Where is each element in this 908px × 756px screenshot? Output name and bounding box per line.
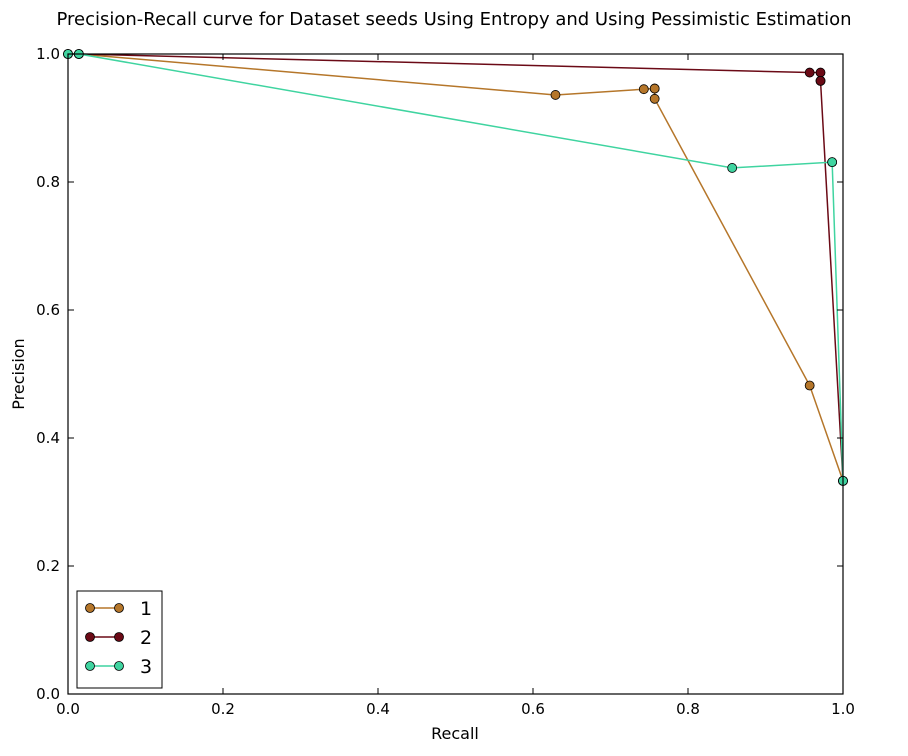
legend-label-3: 3: [140, 656, 152, 678]
x-tick-label-0: 0.0: [56, 700, 80, 718]
legend-marker-right-2: [114, 632, 124, 642]
x-tick-label-4: 0.8: [676, 700, 700, 718]
series-3-point-4: [827, 157, 838, 168]
y-tick-label-1: 0.2: [36, 557, 60, 575]
legend-marker-left-1: [85, 603, 95, 613]
y-tick-label-5: 1.0: [36, 45, 60, 63]
series-3-line: [68, 53, 844, 481]
plot-layer: [63, 49, 848, 486]
legend-marker-left-2: [85, 632, 95, 642]
series-1-point-2: [550, 90, 561, 100]
axes-layer: 0.0 0.2 0.4 0.6 0.8 1.0 0.0 0.2 0.4 0.6 0.8 1.0: [36, 45, 855, 718]
legend-marker-left-3: [85, 661, 95, 671]
x-tick-label-2: 0.4: [366, 700, 390, 718]
series-2-point-5: [815, 75, 826, 86]
legend: 1 2 3: [76, 590, 163, 689]
chart-title: Precision-Recall curve for Dataset seeds…: [56, 9, 851, 30]
legend-label-1: 1: [140, 598, 152, 620]
y-axis-label: Precision: [9, 338, 28, 409]
series-3-point-2: [727, 163, 738, 173]
y-tick-label-4: 0.8: [36, 173, 60, 191]
series-1-line: [68, 53, 844, 482]
x-tick-label-5: 1.0: [831, 700, 855, 718]
y-tick-label-3: 0.6: [36, 301, 60, 319]
series-1-point-7: [804, 380, 815, 391]
series-1-point-5: [649, 83, 660, 94]
y-tick-label-2: 0.4: [36, 429, 60, 447]
series-2-point-2: [804, 67, 815, 78]
legend-label-2: 2: [140, 627, 152, 649]
series-2-line: [68, 53, 844, 481]
series-1-point-3: [638, 84, 649, 95]
y-tick-label-0: 0.0: [36, 685, 60, 703]
x-tick-label-3: 0.6: [521, 700, 545, 718]
x-tick-label-1: 0.2: [211, 700, 235, 718]
series-1-point-6: [649, 93, 660, 104]
legend-marker-right-1: [114, 603, 124, 613]
x-axis-label: Recall: [431, 724, 479, 743]
series-2-point-3: [815, 67, 826, 78]
plot-frame: [67, 53, 844, 695]
legend-marker-right-3: [114, 661, 124, 671]
